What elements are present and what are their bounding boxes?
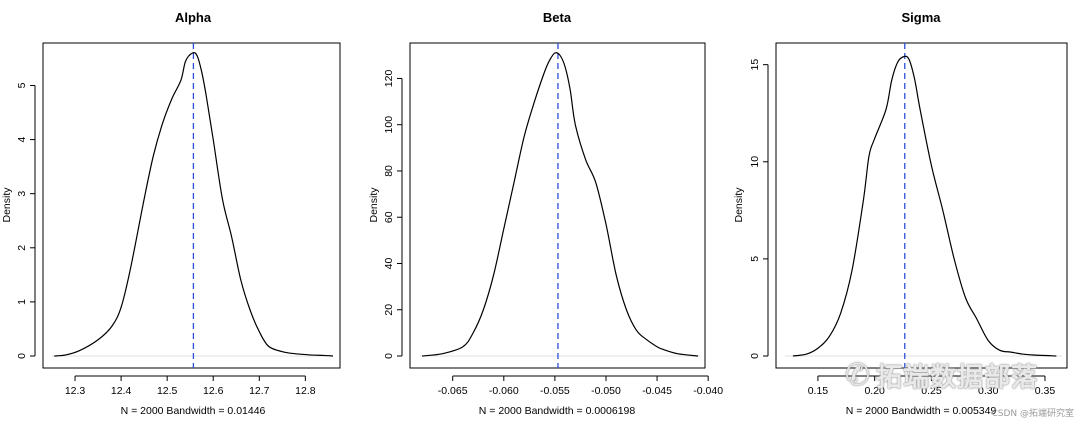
x-tick-label: -0.045: [642, 385, 672, 397]
y-tick-label: 80: [383, 165, 395, 177]
y-axis: 0 1 2 3 4 5: [16, 82, 36, 359]
x-axis: 0.15 0.20 0.25 0.30 0.35: [808, 375, 1056, 397]
x-tick-label: -0.060: [489, 385, 519, 397]
x-tick-label: -0.055: [540, 385, 570, 397]
plot-title: Beta: [543, 10, 572, 25]
x-axis: 12.3 12.4 12.5 12.6 12.7 12.8: [65, 375, 316, 397]
plot-title: Sigma: [901, 10, 941, 25]
density-curve: [792, 55, 1057, 357]
y-axis-label: Density: [368, 187, 380, 223]
x-axis-label: N = 2000 Bandwidth = 0.005349: [846, 405, 997, 417]
x-tick-label: 0.30: [978, 385, 999, 397]
credit-text: CSDN @拓端研究室: [991, 409, 1074, 419]
panel-sigma: Sigma 0.15 0.20 0.25 0.30 0.35 0 5 10 15 Densit…: [733, 10, 1068, 417]
y-tick-label: 20: [383, 304, 395, 316]
y-tick-label: 0: [16, 353, 28, 359]
y-tick-label: 100: [383, 116, 395, 134]
x-axis-label: N = 2000 Bandwidth = 0.01446: [121, 405, 266, 417]
density-curve: [54, 52, 334, 357]
y-tick-label: 15: [749, 59, 761, 71]
x-tick-label: 12.6: [203, 385, 224, 397]
y-tick-label: 60: [383, 211, 395, 223]
y-tick-label: 2: [16, 245, 28, 251]
y-tick-label: 3: [16, 191, 28, 197]
y-tick-label: 1: [16, 299, 28, 305]
x-tick-label: 0.15: [808, 385, 829, 397]
plot-frame: [42, 42, 341, 369]
watermark-text: 拓端数据部落: [876, 363, 1039, 393]
y-axis: 0 5 10 15: [749, 59, 769, 359]
x-tick-label: 12.3: [65, 385, 86, 397]
y-tick-label: 0: [749, 353, 761, 359]
density-curve: [421, 52, 699, 357]
x-tick-label: 12.5: [157, 385, 178, 397]
x-tick-label: 12.8: [295, 385, 316, 397]
x-axis-label: N = 2000 Bandwidth = 0.0006198: [479, 405, 636, 417]
wechat-icon: ✆: [845, 357, 871, 393]
x-tick-label: 12.7: [249, 385, 270, 397]
x-tick-label: -0.050: [591, 385, 621, 397]
plot-title: Alpha: [175, 10, 212, 25]
panel-beta: Beta -0.065 -0.060 -0.055 -0.050 -0.045 -0.04…: [368, 10, 723, 417]
y-axis-label: Density: [1, 187, 13, 223]
y-tick-label: 40: [383, 257, 395, 269]
panel-alpha: Alpha 12.3 12.4 12.5 12.6 12.7 12.8 0 1 2 3 4 5 De…: [1, 10, 341, 417]
y-tick-label: 120: [383, 70, 395, 88]
x-tick-label: -0.065: [438, 385, 468, 397]
plot-frame: [775, 42, 1068, 369]
y-axis-label: Density: [733, 187, 745, 223]
x-tick-label: 0.35: [1035, 385, 1056, 397]
y-tick-label: 0: [383, 353, 395, 359]
y-tick-label: 4: [16, 136, 28, 142]
y-tick-label: 5: [749, 256, 761, 262]
y-axis: 0 20 40 60 80 100 120: [383, 70, 403, 359]
y-tick-label: 5: [16, 82, 28, 88]
x-tick-label: -0.040: [693, 385, 723, 397]
x-tick-label: 0.20: [864, 385, 885, 397]
x-tick-label: 0.25: [921, 385, 942, 397]
watermark: ✆ 拓端数据部落: [845, 357, 1038, 394]
x-tick-label: 12.4: [111, 385, 132, 397]
x-axis: -0.065 -0.060 -0.055 -0.050 -0.045 -0.040: [438, 375, 723, 397]
y-tick-label: 10: [749, 156, 761, 168]
